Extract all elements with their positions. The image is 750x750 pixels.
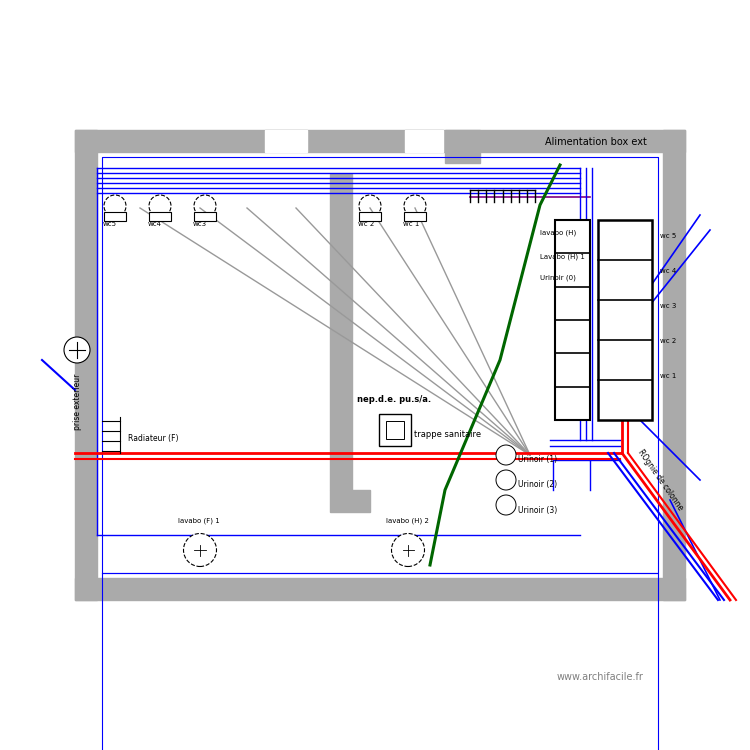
Bar: [149, 212, 171, 221]
Text: lavabo (H): lavabo (H): [540, 230, 576, 236]
Bar: [330, 174, 352, 490]
Bar: [386, 422, 404, 439]
Bar: [404, 212, 426, 221]
Circle shape: [392, 533, 424, 566]
Circle shape: [64, 337, 90, 363]
Text: Urinoir (2): Urinoir (2): [518, 481, 557, 490]
Bar: [598, 220, 652, 420]
Bar: [405, 130, 443, 137]
Bar: [75, 130, 685, 152]
Text: Radiateur (F): Radiateur (F): [128, 434, 178, 443]
Bar: [265, 130, 307, 152]
Bar: [194, 212, 216, 221]
Bar: [104, 212, 126, 221]
Text: Lavabo (H) 1: Lavabo (H) 1: [540, 253, 585, 260]
Bar: [102, 573, 658, 750]
Bar: [75, 130, 97, 600]
Text: nep.d.e. pu.s/a.: nep.d.e. pu.s/a.: [357, 395, 431, 404]
Bar: [555, 220, 590, 420]
Bar: [330, 490, 370, 512]
Text: prise exterieur: prise exterieur: [73, 374, 82, 430]
Circle shape: [184, 533, 217, 566]
Text: Urinoir (0): Urinoir (0): [540, 275, 576, 281]
Text: www.archifacile.fr: www.archifacile.fr: [556, 672, 644, 682]
Text: lavabo (H) 2: lavabo (H) 2: [386, 517, 429, 524]
Text: Alimentation box ext: Alimentation box ext: [545, 137, 646, 147]
Circle shape: [496, 445, 516, 465]
Circle shape: [496, 495, 516, 515]
Bar: [445, 130, 480, 163]
Text: wc 1: wc 1: [660, 373, 676, 379]
Text: wc 3: wc 3: [660, 303, 676, 309]
Text: wc3: wc3: [193, 221, 207, 227]
Text: wc 4: wc 4: [660, 268, 676, 274]
Bar: [265, 130, 307, 137]
Text: Urinoir (3): Urinoir (3): [518, 506, 557, 515]
Circle shape: [496, 470, 516, 490]
Text: lavabo (F) 1: lavabo (F) 1: [178, 517, 220, 524]
Text: wc 5: wc 5: [660, 233, 676, 239]
Bar: [663, 130, 685, 600]
Bar: [75, 578, 685, 600]
Text: Urinoir (1): Urinoir (1): [518, 455, 557, 464]
Text: wc 1: wc 1: [403, 221, 419, 227]
Bar: [359, 212, 381, 221]
Text: wc 2: wc 2: [358, 221, 374, 227]
Text: trappe sanitaire: trappe sanitaire: [414, 430, 482, 439]
Text: ROgnie de colonne: ROgnie de colonne: [636, 448, 684, 512]
Text: wc4: wc4: [148, 221, 162, 227]
Text: wc 2: wc 2: [660, 338, 676, 344]
Text: wc5: wc5: [103, 221, 117, 227]
Bar: [405, 130, 443, 152]
Bar: [379, 414, 411, 446]
